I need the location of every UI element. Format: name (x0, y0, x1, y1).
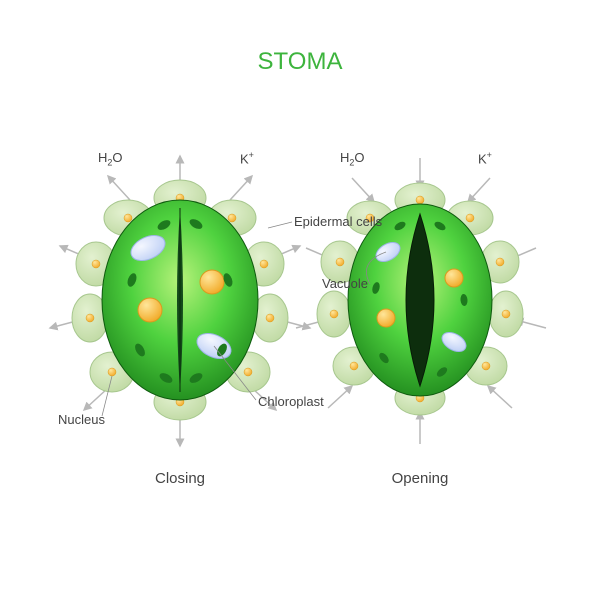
nucleus-icon (138, 298, 162, 322)
label-chloroplast: Chloroplast (258, 394, 324, 409)
caption-closing: Closing (150, 470, 210, 487)
caption-opening: Opening (388, 470, 452, 487)
label-epidermal: Epidermal cells (294, 214, 382, 229)
label-nucleus: Nucleus (58, 412, 105, 427)
label-vacuole: Vacuole (322, 276, 368, 291)
label-h2o-right: H2O (340, 150, 365, 168)
stoma-opening (296, 158, 546, 444)
label-k-right: K+ (478, 150, 492, 166)
stoma-diagram (0, 0, 600, 600)
label-k-left: K+ (240, 150, 254, 166)
label-h2o-left: H2O (98, 150, 123, 168)
diagram-title: STOMA (0, 48, 600, 76)
